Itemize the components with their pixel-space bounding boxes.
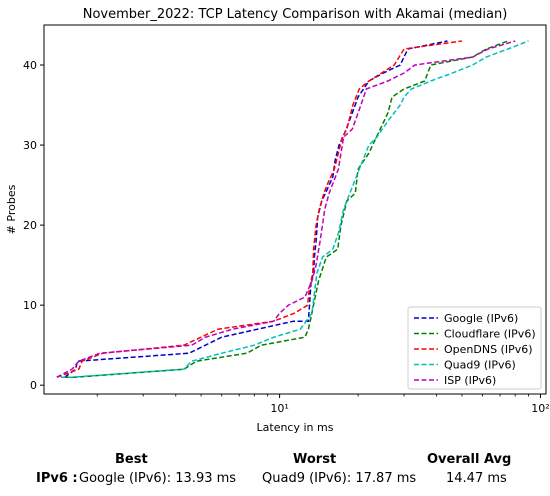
- best-value: Google (IPv6): 13.93 ms: [79, 471, 237, 486]
- series-line-1: [64, 40, 509, 378]
- y-tick-label: 20: [23, 219, 37, 232]
- y-tick-label: 40: [23, 59, 37, 72]
- legend-label-3: Quad9 (IPv6): [444, 359, 516, 372]
- legend-label-2: OpenDNS (IPv6): [444, 343, 533, 356]
- series-line-3: [60, 40, 529, 378]
- x-tick-label: 10¹: [270, 402, 288, 415]
- latency-chart: November_2022: TCP Latency Comparison wi…: [5, 7, 550, 434]
- x-tick-label: 10²: [531, 402, 549, 415]
- plot-frame: [43, 24, 547, 395]
- best-header: Best: [115, 452, 148, 467]
- y-tick-label: 30: [23, 139, 37, 152]
- legend-box: [407, 306, 542, 390]
- legend-label-0: Google (IPv6): [444, 312, 518, 325]
- worst-value: Quad9 (IPv6): 17.87 ms: [262, 471, 417, 486]
- legend-label-4: ISP (IPv6): [444, 374, 496, 387]
- chart-title: November_2022: TCP Latency Comparison wi…: [83, 7, 508, 22]
- y-axis-label: # Probes: [5, 184, 18, 234]
- series-line-4: [56, 40, 516, 378]
- legend-label-1: Cloudflare (IPv6): [444, 328, 536, 341]
- x-axis-label: Latency in ms: [257, 421, 334, 434]
- ipv6-row-label: IPv6 :: [36, 471, 78, 486]
- series-line-2: [56, 40, 463, 378]
- series-line-0: [64, 40, 448, 378]
- y-tick-label: 0: [30, 379, 37, 392]
- overall-avg-header: Overall Avg: [427, 452, 512, 467]
- y-tick-label: 10: [23, 299, 37, 312]
- worst-header: Worst: [293, 452, 337, 467]
- overall-avg-value: 14.47 ms: [446, 471, 507, 486]
